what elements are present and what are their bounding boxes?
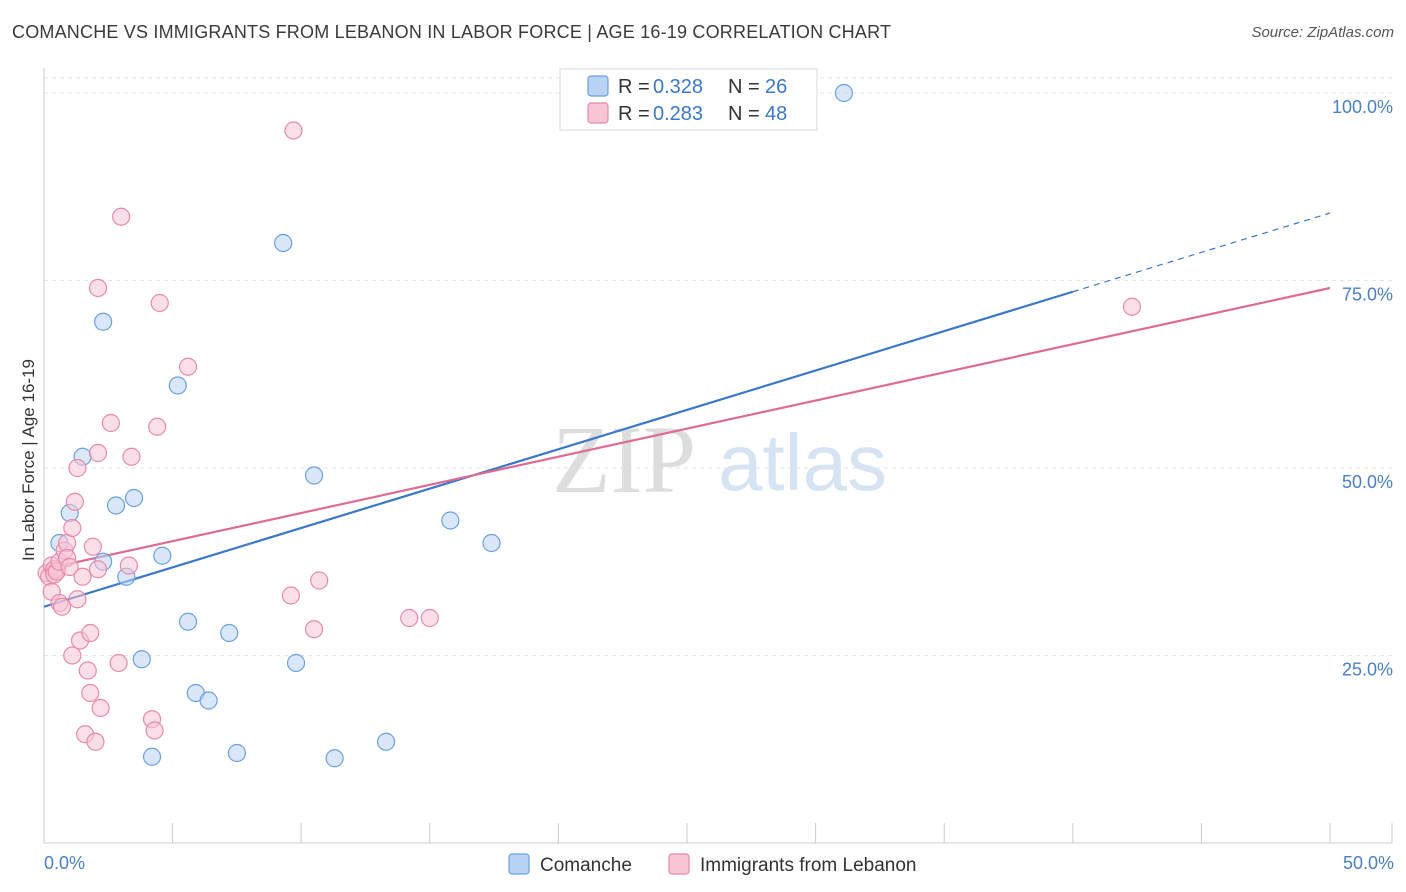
data-point-s1-14	[63, 646, 82, 665]
data-point-s1-42	[284, 121, 303, 140]
data-point-s0-19	[286, 653, 306, 673]
data-point-s1-32	[109, 653, 128, 673]
legend-r-value-2: 0.283	[653, 103, 703, 125]
data-point-s1-28	[88, 443, 108, 463]
x-tick-label-min: 0.0%	[44, 853, 85, 873]
data-points	[37, 83, 1142, 768]
data-point-s1-9	[52, 597, 72, 616]
data-point-s1-20	[73, 567, 92, 586]
data-point-s1-24	[81, 683, 100, 703]
data-point-s1-46	[420, 608, 439, 628]
data-point-s0-9	[132, 650, 151, 669]
data-point-s1-33	[112, 207, 131, 226]
data-point-s1-13	[60, 557, 79, 577]
legend-n-label-1: N =	[728, 76, 760, 98]
data-point-s1-30	[91, 698, 110, 718]
x-tick-label-max: 50.0%	[1343, 853, 1394, 873]
data-point-s1-25	[83, 537, 102, 556]
y-tick-labels: 25.0% 50.0% 75.0% 100.0%	[1332, 97, 1393, 680]
data-point-s0-23	[441, 511, 460, 530]
bottom-legend-swatch-lebanon	[668, 853, 690, 875]
data-point-s1-39	[150, 293, 169, 313]
data-point-s0-10	[142, 747, 162, 766]
data-point-s1-38	[148, 417, 167, 436]
data-point-s0-16	[220, 623, 239, 643]
data-point-s0-8	[124, 488, 144, 508]
bottom-legend-label-comanche: Comanche	[540, 855, 632, 876]
chart-title: COMANCHE VS IMMIGRANTS FROM LEBANON IN L…	[12, 22, 892, 42]
axes	[43, 68, 1393, 844]
legend-r-label-1: R =	[618, 76, 650, 98]
bottom-legend-label-lebanon: Immigrants from Lebanon	[700, 855, 917, 876]
data-point-s1-15	[63, 518, 82, 538]
data-point-s1-22	[78, 661, 97, 680]
legend-n-value-2: 48	[765, 103, 787, 125]
legend-swatch-lebanon	[587, 102, 609, 124]
y-tick-label-0: 25.0%	[1342, 660, 1393, 680]
data-point-s0-12	[168, 376, 187, 395]
legend-n-value-1: 26	[765, 76, 787, 98]
watermark-atlas: atlas	[718, 418, 887, 507]
data-point-s0-13	[178, 612, 198, 631]
data-point-s1-27	[88, 278, 108, 298]
data-point-s1-37	[145, 721, 164, 740]
y-tick-label-1: 50.0%	[1342, 472, 1393, 492]
data-point-s0-18	[274, 233, 293, 253]
data-point-s1-17	[68, 458, 87, 478]
trend-lines	[43, 212, 1331, 608]
data-point-s1-31	[101, 413, 120, 433]
data-point-s1-23	[81, 623, 100, 643]
data-point-s0-25	[834, 83, 853, 103]
bottom-legend: Comanche Immigrants from Lebanon	[508, 853, 917, 876]
trend-line-1	[43, 286, 1331, 571]
data-point-s0-24	[482, 533, 501, 553]
y-tick-label-3: 100.0%	[1332, 97, 1393, 117]
data-point-s0-15	[199, 691, 218, 710]
data-point-s0-22	[376, 732, 396, 751]
data-point-s0-20	[304, 466, 324, 485]
data-point-s0-21	[325, 749, 344, 768]
bottom-legend-swatch-comanche	[508, 853, 530, 875]
legend-n-label-2: N =	[728, 103, 760, 125]
legend-r-label-2: R =	[618, 103, 650, 125]
data-point-s1-43	[304, 620, 324, 639]
data-point-s1-26	[86, 732, 105, 751]
trend-line-extension-0	[1072, 212, 1331, 293]
watermark-zip: ZIP	[552, 406, 696, 513]
trend-line-0	[43, 290, 1074, 608]
y-tick-label-2: 75.0%	[1342, 285, 1393, 305]
data-point-s1-44	[310, 571, 329, 590]
data-point-s0-5	[94, 312, 113, 331]
y-axis-label: In Labor Force | Age 16-19	[19, 359, 38, 561]
data-point-s1-47	[1122, 297, 1142, 316]
data-point-s0-6	[106, 496, 126, 515]
legend-r-value-1: 0.328	[653, 76, 703, 98]
data-point-s1-34	[119, 556, 138, 575]
data-point-s1-35	[122, 447, 141, 466]
source-label: Source: ZipAtlas.com	[1251, 24, 1394, 41]
legend-box: R = 0.328 N = 26 R = 0.283 N = 48	[559, 68, 818, 131]
grid	[44, 77, 1392, 656]
data-point-s1-29	[88, 560, 108, 579]
data-point-s1-45	[400, 608, 419, 628]
data-point-s1-41	[281, 586, 301, 605]
data-point-s0-17	[227, 743, 246, 763]
data-point-s1-18	[68, 590, 87, 609]
legend-swatch-comanche	[587, 75, 609, 97]
data-point-s1-40	[178, 357, 198, 376]
data-point-s0-11	[153, 546, 172, 565]
data-point-s1-16	[65, 492, 84, 511]
